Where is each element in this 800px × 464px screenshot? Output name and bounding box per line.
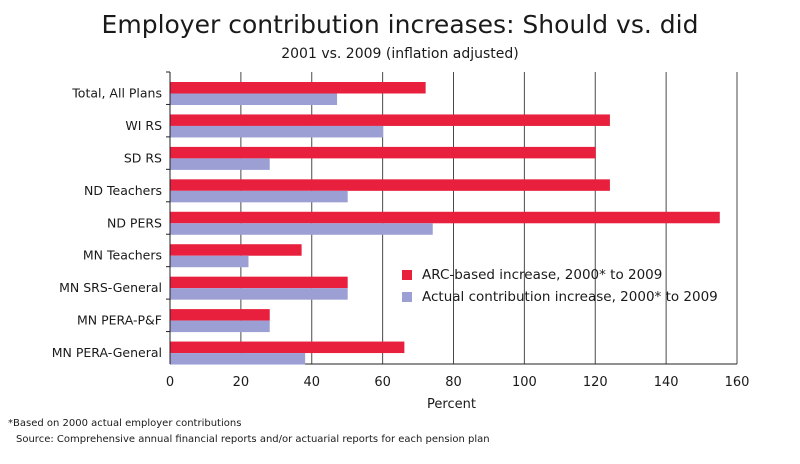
bar-actual-2 xyxy=(171,158,270,170)
category-label-7: MN PERA-P&F xyxy=(77,313,162,328)
bar-actual-8 xyxy=(171,353,306,365)
bar-arc-7 xyxy=(171,309,270,321)
bar-actual-4 xyxy=(171,223,433,235)
legend-swatch-actual xyxy=(402,292,412,302)
x-tick-label-1: 20 xyxy=(233,375,250,390)
category-label-5: MN Teachers xyxy=(83,248,162,263)
bar-arc-0 xyxy=(171,82,426,94)
x-tick-label-2: 40 xyxy=(303,375,320,390)
bar-arc-3 xyxy=(171,179,610,191)
x-tick-label-6: 120 xyxy=(583,375,608,390)
legend-label-actual: Actual contribution increase, 2000* to 2… xyxy=(422,289,718,305)
category-label-2: SD RS xyxy=(124,150,162,165)
legend-swatch-arc xyxy=(402,270,412,280)
x-axis-title: Percent xyxy=(427,397,476,412)
category-label-3: ND Teachers xyxy=(84,183,162,198)
bar-arc-8 xyxy=(171,342,405,354)
bar-arc-2 xyxy=(171,147,596,159)
bar-actual-1 xyxy=(171,126,384,138)
x-tick-label-8: 160 xyxy=(725,375,750,390)
category-label-4: ND PERS xyxy=(107,215,162,230)
category-label-0: Total, All Plans xyxy=(71,86,162,101)
bar-actual-7 xyxy=(171,321,270,333)
bar-actual-0 xyxy=(171,94,338,106)
category-label-8: MN PERA-General xyxy=(52,345,162,360)
legend-item-actual: Actual contribution increase, 2000* to 2… xyxy=(402,286,718,308)
x-tick-label-5: 100 xyxy=(512,375,537,390)
legend-item-arc: ARC-based increase, 2000* to 2009 xyxy=(402,264,718,286)
legend: ARC-based increase, 2000* to 2009 Actual… xyxy=(402,264,718,308)
bar-chart: 0 20 40 60 80 100 120 140 160 Percent Total, All P… xyxy=(0,0,800,464)
x-tick-label-0: 0 xyxy=(166,375,174,390)
bar-arc-1 xyxy=(171,114,610,126)
bar-arc-5 xyxy=(171,244,302,256)
category-label-1: WI RS xyxy=(125,118,162,133)
category-label-6: MN SRS-General xyxy=(59,280,162,295)
footnote: *Based on 2000 actual employer contribut… xyxy=(8,418,241,429)
bar-actual-6 xyxy=(171,288,348,300)
bar-actual-3 xyxy=(171,191,348,203)
x-tick-label-3: 60 xyxy=(374,375,391,390)
source-note: Source: Comprehensive annual financial r… xyxy=(16,434,490,445)
bar-actual-5 xyxy=(171,256,249,268)
bar-arc-4 xyxy=(171,212,720,224)
x-tick-label-4: 80 xyxy=(445,375,462,390)
x-tick-label-7: 140 xyxy=(654,375,679,390)
bar-arc-6 xyxy=(171,277,348,289)
legend-label-arc: ARC-based increase, 2000* to 2009 xyxy=(422,267,662,283)
